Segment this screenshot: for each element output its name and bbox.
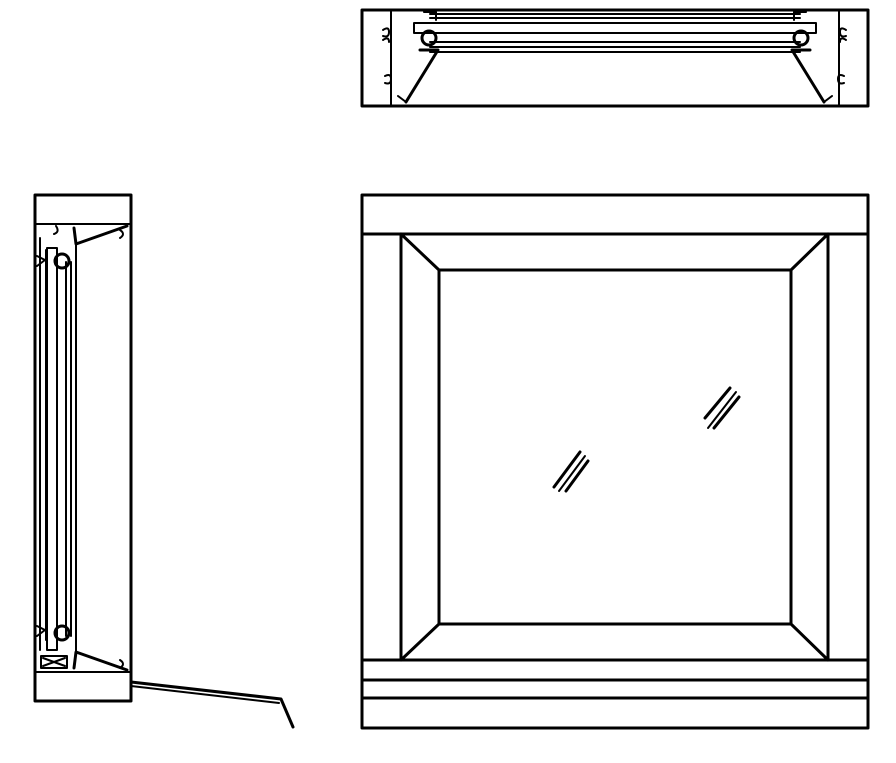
front-mitre-bottom-left xyxy=(399,622,441,662)
side-section-bottom-splay xyxy=(72,650,129,672)
operating-rod xyxy=(129,680,295,729)
top-section-corner-ticks xyxy=(423,11,807,21)
top-section-outer-frame xyxy=(360,8,870,108)
side-section-outer-frame xyxy=(33,193,133,703)
glass-reflection-mark-left xyxy=(552,450,590,493)
top-section-left-splay xyxy=(404,48,440,104)
top-section-left-hinge xyxy=(420,29,438,47)
side-section-glazing-bead xyxy=(46,247,58,651)
top-section-left-clip-lower xyxy=(384,74,392,85)
front-elevation-view xyxy=(360,193,870,730)
glass-reflection-mark-right xyxy=(703,386,741,430)
top-section-right-hinge xyxy=(792,29,810,47)
top-section-right-clip-upper xyxy=(839,27,847,43)
front-mitre-bottom-right xyxy=(789,622,830,662)
front-sash-frame xyxy=(399,232,830,662)
side-section-handle-box xyxy=(40,655,68,669)
side-section-clip-details xyxy=(53,225,124,669)
front-outer-frame xyxy=(360,193,870,730)
side-section-handle-cross xyxy=(42,657,66,667)
front-mitre-top-left xyxy=(399,232,441,272)
top-section-foot-ticks xyxy=(397,95,833,103)
side-section-clips xyxy=(36,255,46,637)
side-section-bottom-hinge xyxy=(53,624,71,642)
top-section-right-splay xyxy=(790,48,826,104)
top-section-view xyxy=(360,8,870,108)
front-glass-pane xyxy=(437,268,793,626)
top-section-left-clip-upper xyxy=(382,27,390,43)
top-section-right-clip-lower xyxy=(837,74,845,85)
side-section-top-hinge xyxy=(53,252,71,270)
side-section-view xyxy=(33,193,295,729)
operating-rod-inner xyxy=(130,685,280,704)
front-mitre-top-right xyxy=(789,232,830,272)
side-section-top-splay xyxy=(72,224,129,246)
top-section-glazing-bead xyxy=(413,22,817,34)
